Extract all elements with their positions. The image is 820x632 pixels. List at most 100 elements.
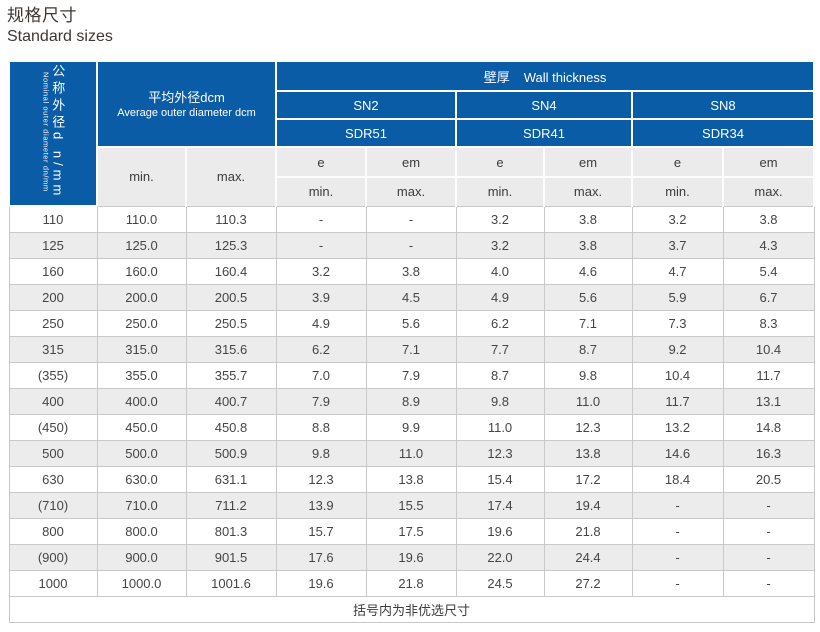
value-cell: - [631,517,724,545]
header-e-sn2: e [275,146,367,178]
value-cell: 12.3 [543,413,633,441]
value-cell: 17.2 [543,465,633,493]
dn-cell: 500 [8,439,98,467]
value-cell: 1001.6 [185,569,277,597]
value-cell: 3.8 [365,257,457,285]
table-row: 800 800.0 801.3 15.7 17.5 19.6 21.8- - [8,517,815,545]
value-cell: 200.5 [185,283,277,311]
dn-cell: (450) [8,413,98,441]
value-cell: 250.0 [96,309,187,337]
value-cell: 19.6 [275,569,367,597]
table-row: 200 200.0 200.5 3.9 4.5 4.9 5.6 5.9 6.7 [8,283,815,311]
footnote: 括号内为非优选尺寸 [8,595,815,623]
value-cell: 12.3 [275,465,367,493]
average-diameter-en: Average outer diameter dcm [117,106,256,119]
table-row: 1000 1000.0 1001.6 19.6 21.8 24.5 27.2- - [8,569,815,597]
header-max-sn4: max. [543,176,633,207]
value-cell: 19.4 [543,491,633,519]
value-cell: 16.3 [722,439,815,467]
value-cell: 8.7 [455,361,545,389]
header-e-sn8: e [631,146,724,178]
value-cell: 15.7 [275,517,367,545]
wall-thickness-en: Wall thickness [523,69,607,85]
value-cell: 22.0 [455,543,545,571]
value-cell: 711.2 [185,491,277,519]
value-cell: 4.9 [455,283,545,311]
dn-cell: (900) [8,543,98,571]
value-cell: 160.4 [185,257,277,285]
value-cell: - [631,491,724,519]
value-cell: - [275,205,367,233]
value-cell: 17.4 [455,491,545,519]
value-cell: 125.3 [185,231,277,259]
value-cell: 8.3 [722,309,815,337]
value-cell: 901.5 [185,543,277,571]
value-cell: 125.0 [96,231,187,259]
value-cell: 250.5 [185,309,277,337]
header-sn2: SN2 [275,90,457,120]
value-cell: 6.7 [722,283,815,311]
value-cell: 3.7 [631,231,724,259]
value-cell: 9.8 [543,361,633,389]
value-cell: 7.9 [365,361,457,389]
value-cell: 500.9 [185,439,277,467]
value-cell: 4.0 [455,257,545,285]
dn-cell: 1000 [8,569,98,597]
value-cell: 3.2 [275,257,367,285]
value-cell: 10.4 [631,361,724,389]
value-cell: 450.8 [185,413,277,441]
nominal-diameter-vertical-text: 公称外径d n/mm Nominal outer diameter dn/mm [41,63,66,201]
value-cell: - [631,569,724,597]
dn-cell: (710) [8,491,98,519]
table-footer: 括号内为非优选尺寸 [8,595,815,623]
value-cell: 27.2 [543,569,633,597]
value-cell: 801.3 [185,517,277,545]
value-cell: 8.7 [543,335,633,363]
dn-cell: 315 [8,335,98,363]
value-cell: 3.8 [722,205,815,233]
value-cell: 5.6 [365,309,457,337]
table-row: 400 400.0 400.7 7.9 8.9 9.8 11.0 11.7 13.1 [8,387,815,415]
value-cell: - [631,543,724,571]
value-cell: 7.1 [365,335,457,363]
header-sn4: SN4 [455,90,633,120]
header-min-sn8: min. [631,176,724,207]
table-row: (355) 355.0 355.7 7.0 7.9 8.7 9.8 10.4 11.7 [8,361,815,389]
table-row: 500 500.0 500.9 9.8 11.0 12.3 13.8 14.6 16.3 [8,439,815,467]
header-nominal-diameter: 公称外径d n/mm Nominal outer diameter dn/mm [8,60,98,207]
value-cell: 15.5 [365,491,457,519]
dn-cell: 200 [8,283,98,311]
table-row: 125 125.0 125.3- -3.2 3.8 3.7 4.3 [8,231,815,259]
value-cell: 24.5 [455,569,545,597]
value-cell: 4.7 [631,257,724,285]
value-cell: 14.8 [722,413,815,441]
value-cell: 7.1 [543,309,633,337]
table-row: 315 315.0 315.6 6.2 7.1 7.7 8.7 9.2 10.4 [8,335,815,363]
value-cell: 10.4 [722,335,815,363]
header-em-sn8: em [721,146,816,178]
header-max-sn2: max. [365,176,457,207]
value-cell: - [275,231,367,259]
header-wall-thickness: 壁厚 Wall thickness [274,60,816,92]
value-cell: 19.6 [365,543,457,571]
value-cell: 5.6 [543,283,633,311]
header-em-sn4: em [543,146,633,178]
value-cell: 13.8 [365,465,457,493]
dn-cell: 160 [8,257,98,285]
header-min-sn2: min. [275,176,367,207]
value-cell: 8.9 [365,387,457,415]
value-cell: 9.8 [275,439,367,467]
value-cell: 1000.0 [96,569,187,597]
header-min-sn4: min. [455,176,545,207]
section-title: 规格尺寸 Standard sizes [7,5,113,47]
value-cell: 9.2 [631,335,724,363]
value-cell: 6.2 [275,335,367,363]
value-cell: 3.2 [631,205,724,233]
value-cell: 13.1 [722,387,815,415]
value-cell: 11.0 [365,439,457,467]
nominal-diameter-zh: 公称外径d n/mm [50,64,66,200]
value-cell: 200.0 [96,283,187,311]
header-e-sn4: e [455,146,545,178]
value-cell: 900.0 [96,543,187,571]
